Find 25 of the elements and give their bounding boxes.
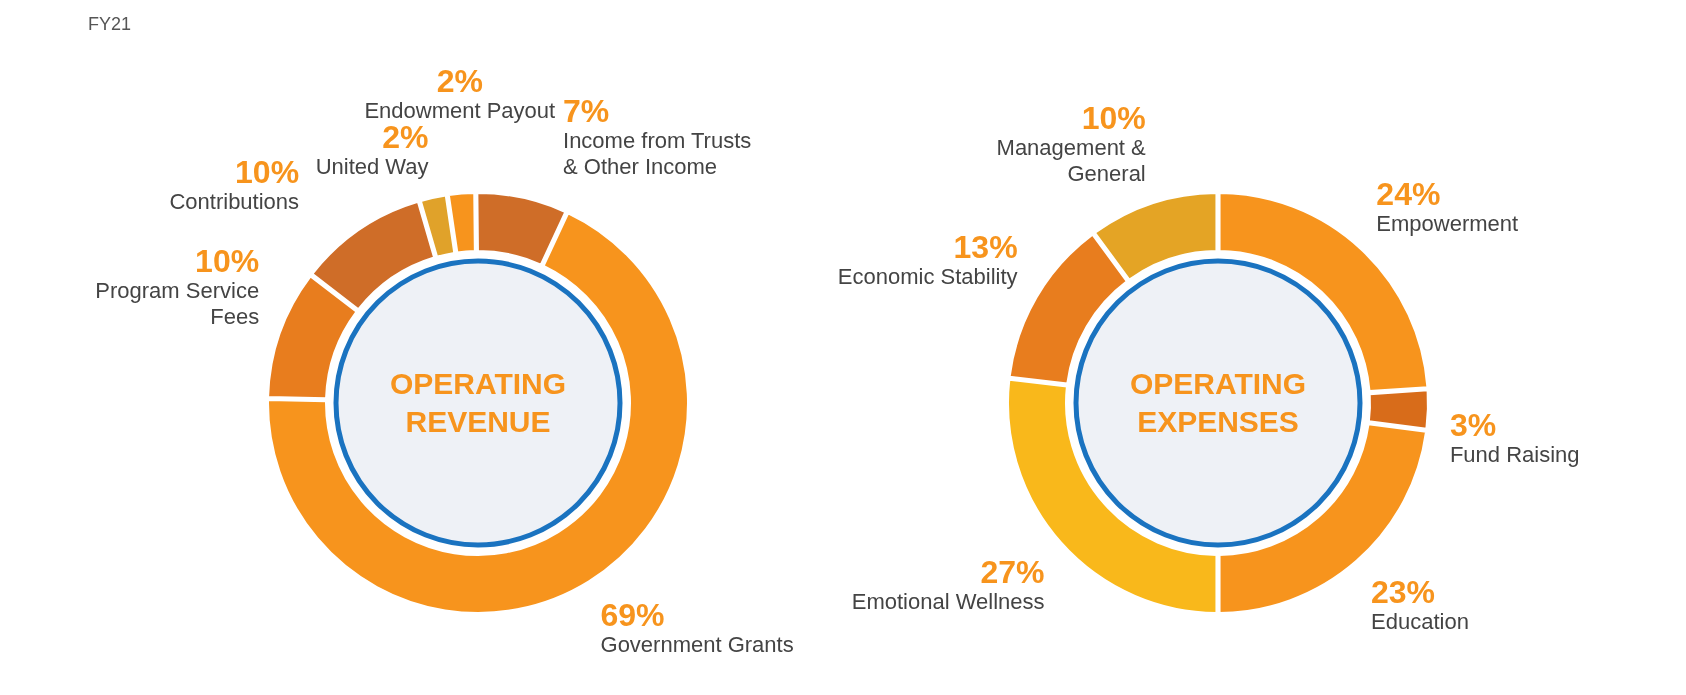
- slice-label: Contributions: [169, 189, 300, 215]
- slice-label: Government Grants: [600, 632, 794, 658]
- text: OPERATING REVENUE: [389, 367, 567, 438]
- data-label: 2%: [436, 62, 483, 99]
- text: FY21: [88, 14, 132, 34]
- slice-label: Emotional Wellness: [851, 589, 1045, 615]
- data-label: 23%: [1371, 574, 1436, 611]
- data-label: 3%: [1449, 407, 1497, 444]
- slice-label: United Way: [315, 154, 429, 180]
- data-label: 24%: [1376, 176, 1441, 213]
- slice-label: Program Service Fees: [95, 278, 260, 330]
- data-label: 69%: [600, 597, 665, 634]
- data-label: 7%: [563, 93, 610, 130]
- slice-label: Management & General: [996, 134, 1147, 186]
- data-label: 10%: [235, 154, 300, 191]
- data-label: 10%: [195, 243, 260, 280]
- data-label: 13%: [953, 229, 1018, 266]
- slice-label: Empowerment: [1376, 211, 1519, 237]
- data-label: 27%: [980, 554, 1045, 591]
- slice-label: Economic Stability: [837, 264, 1018, 290]
- slice-label: Fund Raising: [1449, 442, 1580, 468]
- data-label: 10%: [1081, 99, 1146, 136]
- slice-label: Education: [1371, 609, 1469, 635]
- slice-label: Income from Trusts & Other Income: [563, 128, 752, 180]
- text: OPERATING EXPENSES: [1129, 367, 1307, 438]
